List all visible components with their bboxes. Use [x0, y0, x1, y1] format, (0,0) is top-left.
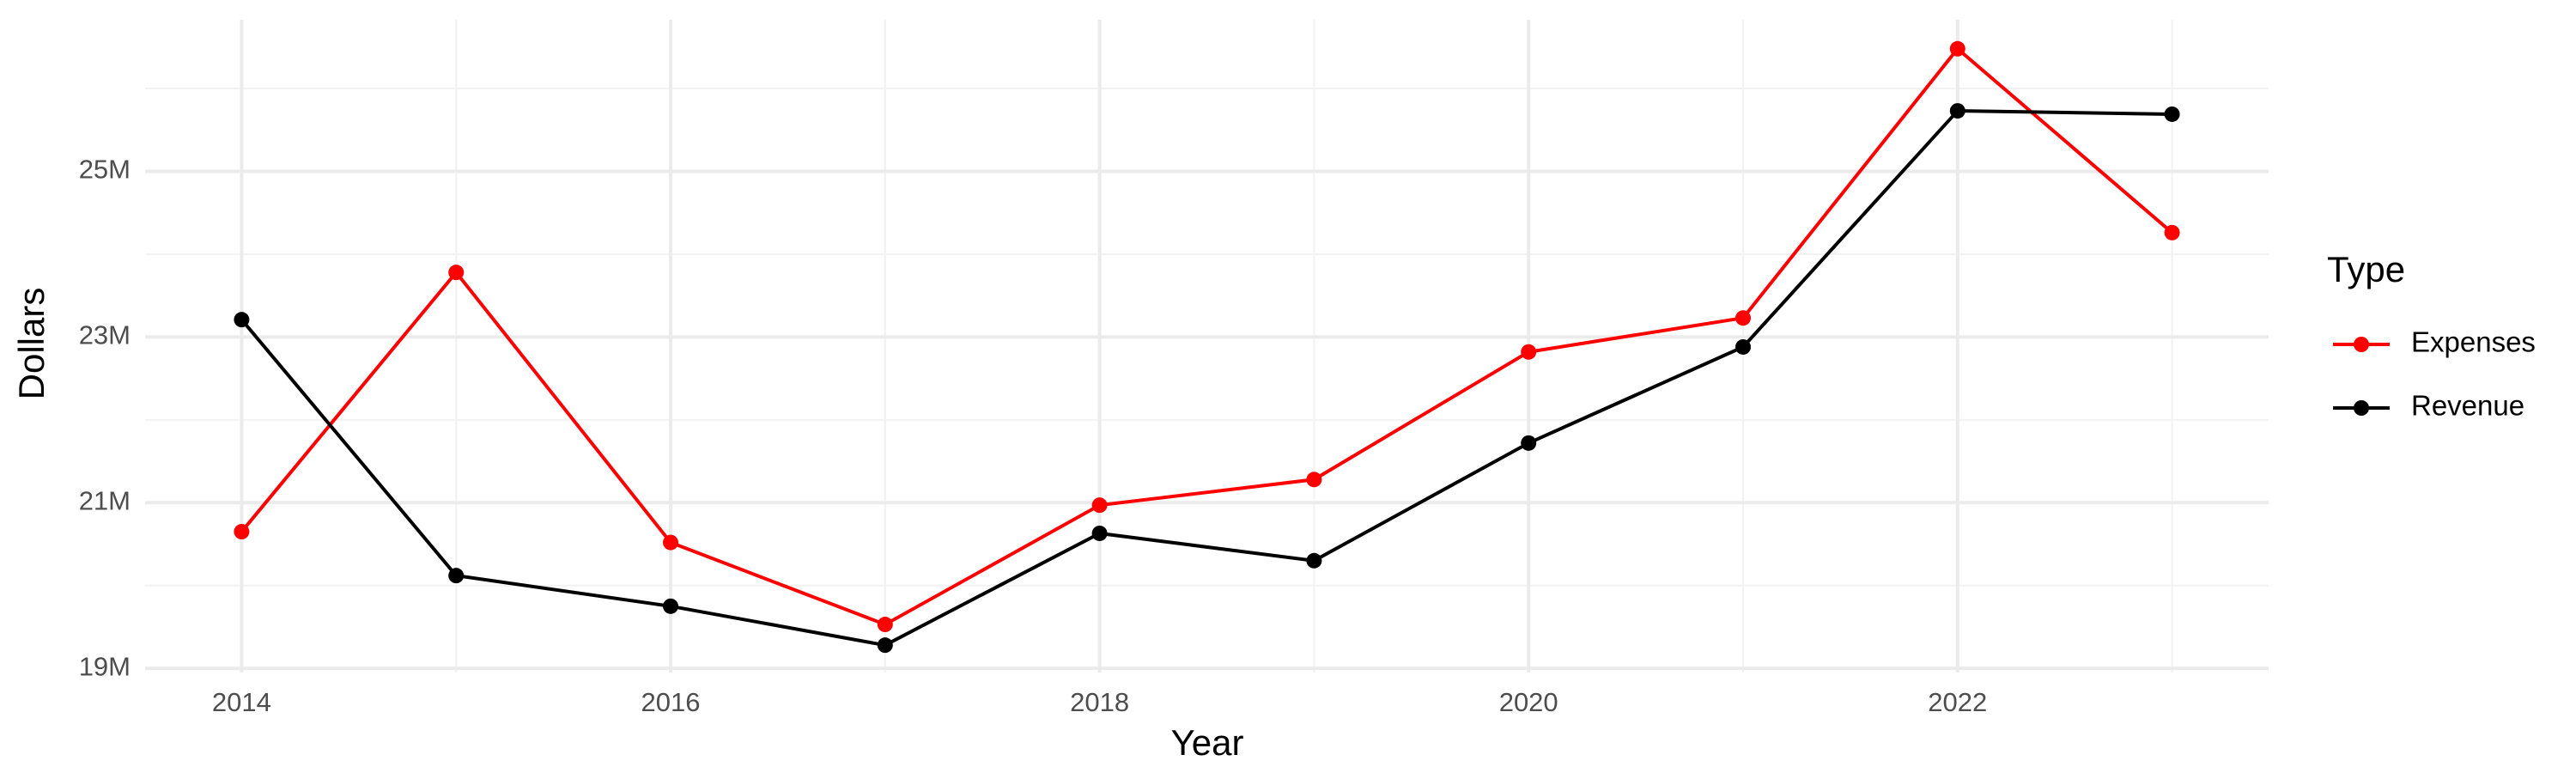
x-tick-label: 2016 — [641, 687, 701, 717]
y-tick-label: 19M — [79, 651, 131, 681]
y-tick-label: 21M — [79, 485, 131, 515]
data-point — [1306, 552, 1322, 569]
series-line — [240, 46, 2173, 627]
data-point — [1091, 497, 1108, 514]
x-tick-label: 2020 — [1499, 687, 1558, 717]
x-tick-label: 2018 — [1070, 687, 1129, 717]
data-point — [448, 568, 465, 584]
data-point — [663, 598, 679, 614]
data-point — [1521, 435, 1537, 451]
data-point — [1521, 344, 1537, 360]
data-point — [877, 637, 893, 654]
legend-label: Expenses — [2411, 326, 2536, 358]
data-point — [234, 312, 250, 328]
y-axis-title: Dollars — [11, 288, 52, 400]
legend-key-point — [2354, 400, 2369, 416]
data-point — [1949, 40, 1965, 57]
x-axis-title: Year — [1171, 722, 1244, 763]
y-tick-label: 23M — [79, 320, 131, 350]
plot-area — [234, 40, 2180, 654]
grid — [145, 20, 2269, 673]
x-tick-label: 2014 — [212, 687, 271, 717]
y-tick-label: 25M — [79, 155, 131, 185]
legend-label: Revenue — [2411, 390, 2524, 422]
x-tick-label: 2022 — [1928, 687, 1987, 717]
series-line — [240, 109, 2172, 648]
data-point — [1091, 525, 1108, 541]
legend-title: Type — [2327, 249, 2405, 289]
data-point — [877, 617, 893, 633]
data-point — [2164, 224, 2180, 240]
data-point — [448, 265, 465, 281]
data-point — [1735, 310, 1751, 326]
data-point — [1949, 103, 1965, 119]
data-point — [1735, 338, 1751, 355]
data-point — [663, 534, 679, 551]
legend-key-point — [2354, 337, 2369, 352]
data-point — [1306, 472, 1322, 488]
data-point — [234, 524, 250, 540]
data-point — [2164, 106, 2180, 122]
